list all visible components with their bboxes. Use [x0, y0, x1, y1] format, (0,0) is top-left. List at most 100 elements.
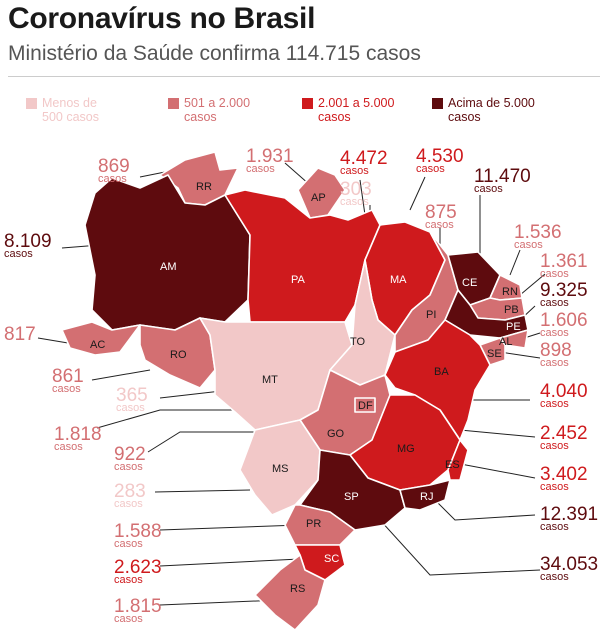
case-unit: casos	[540, 357, 569, 369]
state-abbr-al: AL	[499, 336, 512, 348]
case-count-rj: 12.391	[540, 504, 598, 525]
case-count-ms: 283	[114, 481, 146, 502]
case-unit: casos	[540, 327, 569, 339]
case-count-es: 3.402	[540, 464, 588, 485]
page-subtitle: Ministério da Saúde confirma 114.715 cas…	[8, 42, 421, 65]
case-unit: casos	[540, 268, 569, 280]
case-unit: casos	[114, 574, 143, 586]
state-abbr-pi: PI	[426, 309, 436, 321]
case-unit: casos	[116, 402, 145, 414]
case-unit: casos	[514, 239, 543, 251]
state-abbr-pe: PE	[506, 321, 521, 333]
case-unit: casos	[540, 398, 569, 410]
case-count-sc: 2.623	[114, 557, 162, 578]
state-abbr-rj: RJ	[420, 491, 433, 503]
case-unit: casos	[540, 521, 569, 533]
case-count-to: 303	[340, 179, 372, 200]
case-count-al: 1.606	[540, 310, 588, 331]
state-shape-ro	[139, 317, 216, 389]
state-shape-rj	[399, 479, 451, 511]
case-callouts: 869 casos 1.931 casos 4.472 casos 4.530 …	[4, 146, 598, 625]
case-count-rn: 1.536	[514, 222, 562, 243]
case-unit: casos	[114, 538, 143, 550]
state-abbr-es: ES	[445, 459, 460, 471]
case-count-se: 898	[540, 340, 572, 361]
state-abbr-rr: RR	[196, 181, 212, 193]
case-count-ac: 817	[4, 324, 36, 345]
state-shape-rs	[254, 554, 326, 631]
state-shape-rr	[159, 151, 239, 206]
case-unit: casos	[54, 441, 83, 453]
case-unit: casos	[114, 498, 143, 510]
state-abbr-am: AM	[160, 261, 177, 273]
state-abbr-pa: PA	[291, 274, 306, 286]
state-shape-es	[447, 439, 469, 481]
state-abbr-go: GO	[327, 428, 345, 440]
case-count-pe: 9.325	[540, 280, 588, 301]
state-abbr-se: SE	[487, 348, 502, 360]
case-count-mg: 2.452	[540, 423, 588, 444]
case-unit: casos	[246, 163, 275, 175]
state-abbr-ro: RO	[170, 349, 187, 361]
case-unit: casos	[114, 613, 143, 625]
legend-item-tier1: Menos de 500 casos	[26, 96, 156, 130]
state-abbr-sc: SC	[324, 553, 339, 565]
state-shapes	[61, 151, 529, 631]
legend-item-tier3: 2.001 a 5.000 casos	[302, 96, 432, 130]
legend-label: Acima de 5.000 casos	[448, 96, 535, 124]
state-abbr-mg: MG	[397, 443, 415, 455]
state-abbr-df: DF	[358, 400, 373, 412]
case-count-go: 922	[114, 444, 146, 465]
case-unit: casos	[540, 571, 569, 583]
legend-swatch	[432, 98, 443, 109]
state-abbreviations: RR AP PA MA TO PI CE RN PB PE AL SE BA A…	[90, 181, 521, 595]
legend-label: 2.001 a 5.000 casos	[318, 96, 395, 124]
state-shape-pe	[444, 289, 529, 339]
page-title: Coronavírus no Brasil	[8, 2, 316, 35]
case-count-am: 8.109	[4, 231, 52, 252]
case-count-df: 1.818	[54, 424, 102, 445]
legend-swatch	[168, 98, 179, 109]
case-unit: casos	[114, 461, 143, 473]
legend-swatch	[26, 98, 37, 109]
legend-swatch	[302, 98, 313, 109]
state-shape-pr	[284, 504, 356, 546]
case-count-ro: 861	[52, 366, 84, 387]
case-count-ba: 4.040	[540, 381, 588, 402]
state-abbr-ce: CE	[462, 277, 477, 289]
case-count-mt: 365	[116, 385, 148, 406]
case-count-ce: 11.470	[474, 166, 531, 187]
legend-label: 501 a 2.000 casos	[184, 96, 251, 124]
case-unit: casos	[416, 163, 445, 175]
state-abbr-sp: SP	[344, 491, 359, 503]
case-unit: casos	[340, 165, 369, 177]
case-unit: casos	[340, 196, 369, 208]
case-unit: casos	[4, 248, 33, 260]
case-count-rr: 869	[98, 156, 130, 177]
case-count-pr: 1.588	[114, 521, 162, 542]
state-abbr-rn: RN	[502, 286, 518, 298]
state-abbr-mt: MT	[262, 374, 278, 386]
case-unit: casos	[52, 383, 81, 395]
state-shape-am	[84, 174, 251, 331]
case-count-pi: 875	[425, 202, 457, 223]
legend-label: Menos de 500 casos	[42, 96, 99, 124]
state-abbr-pb: PB	[504, 304, 519, 316]
legend-item-tier4: Acima de 5.000 casos	[432, 96, 582, 130]
case-unit: casos	[540, 440, 569, 452]
header-divider	[8, 76, 600, 77]
case-unit: casos	[540, 297, 569, 309]
case-count-sp: 34.053	[540, 554, 598, 575]
case-count-rs: 1.815	[114, 596, 162, 617]
state-abbr-to: TO	[350, 336, 366, 348]
state-abbr-ap: AP	[311, 192, 326, 204]
state-abbr-ba: BA	[434, 366, 449, 378]
state-shape-df	[354, 397, 376, 413]
case-count-ap: 1.931	[246, 146, 294, 167]
state-shape-ac	[61, 321, 141, 356]
state-abbr-ma: MA	[390, 274, 407, 286]
case-unit: casos	[540, 481, 569, 493]
case-count-pa: 4.472	[340, 148, 388, 169]
state-abbr-pr: PR	[306, 518, 321, 530]
